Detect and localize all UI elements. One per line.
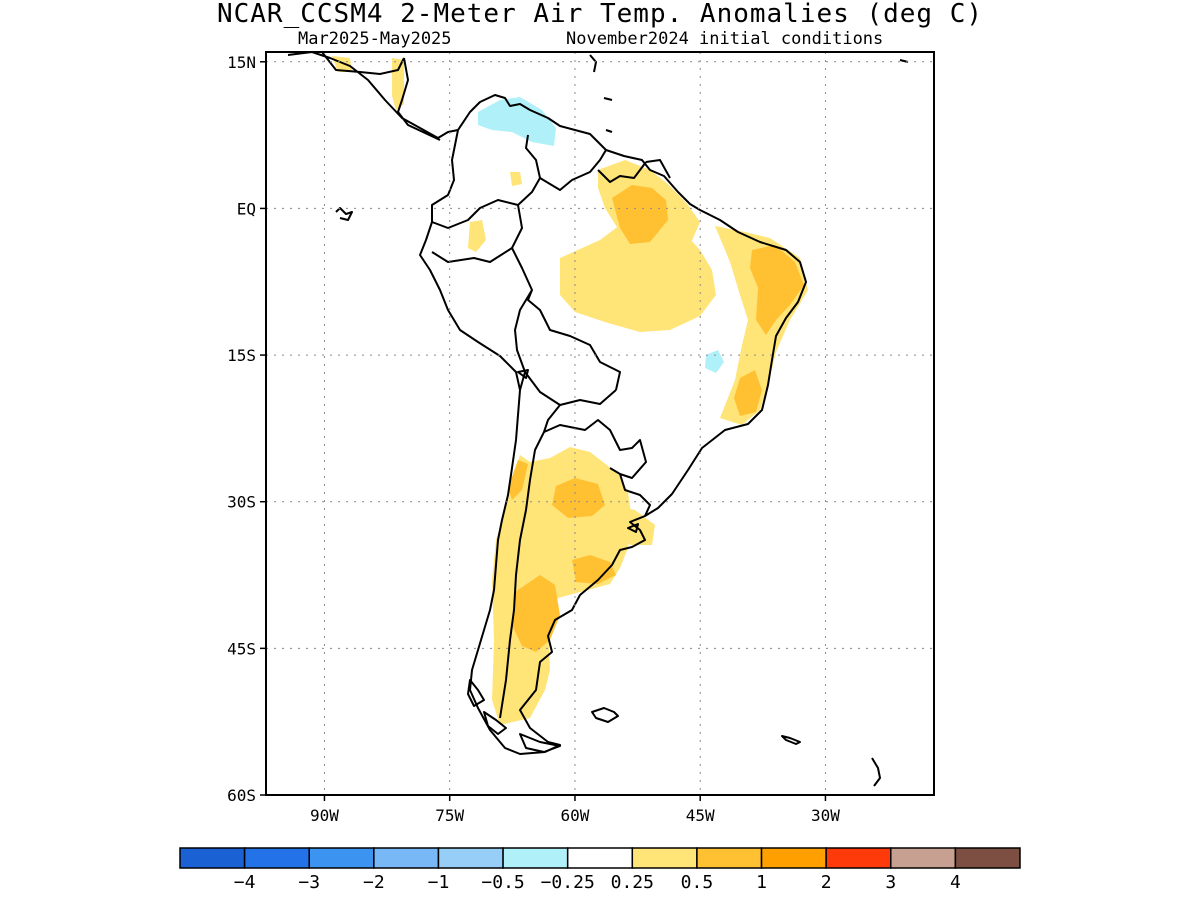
colorbar-swatch <box>631 847 698 869</box>
caribbean-islands <box>589 54 909 133</box>
anomaly-patch-amazon <box>560 222 716 332</box>
anomaly-patch-cordoba <box>552 478 605 518</box>
galapagos-islands <box>335 207 353 221</box>
anomaly-patch-andes-north <box>468 220 486 252</box>
colorbar-swatch <box>373 847 440 869</box>
colorbar: −4 −3 −2 −1 −0.5 −0.25 0.25 0.5 1 2 3 4 <box>179 847 1021 893</box>
lat-lon-grid <box>266 52 934 795</box>
anomaly-patch-andes-central <box>508 460 528 500</box>
anomaly-patch-para <box>612 185 668 244</box>
colorbar-swatch <box>308 847 375 869</box>
map-title: NCAR_CCSM4 2-Meter Air Temp. Anomalies (… <box>216 0 984 29</box>
lagoa-dos-patos <box>627 523 639 533</box>
anomaly-patch-colombia <box>510 172 522 186</box>
colorbar-swatch <box>566 847 634 869</box>
anomaly-patch-venezuela-cool <box>478 97 556 146</box>
colorbar-label: −2 <box>363 872 385 893</box>
chilean-archipelago <box>467 679 561 753</box>
colorbar-swatch <box>954 847 1021 869</box>
lon-tick-label: 75W <box>435 806 464 825</box>
colorbar-swatch <box>890 847 957 869</box>
colorbar-label: 2 <box>821 872 832 893</box>
lon-tick-label: 90W <box>310 806 339 825</box>
colorbar-label: −0.25 <box>541 872 595 893</box>
falkland-islands <box>591 707 619 723</box>
latitude-axis: 15N EQ 15S 30S 45S 60S <box>227 53 266 805</box>
lat-tick-label: 60S <box>227 786 256 805</box>
lon-tick-label: 45W <box>686 806 715 825</box>
colorbar-label: −4 <box>234 872 256 893</box>
initial-conditions: November2024 initial conditions <box>566 29 884 49</box>
colorbar-label: −1 <box>428 872 450 893</box>
map-frame <box>265 51 935 796</box>
south-georgia-island <box>781 735 801 745</box>
anomaly-patch-goias-cool <box>705 350 724 373</box>
lat-tick-label: EQ <box>237 199 256 218</box>
longitude-axis: 90W 75W 60W 45W 30W <box>310 795 840 825</box>
anomaly-patch-argentina <box>492 447 632 725</box>
lon-tick-label: 30W <box>811 806 840 825</box>
anomaly-patch-patagonia <box>512 575 560 652</box>
colorbar-swatch <box>825 847 892 869</box>
anomaly-shading <box>332 56 808 725</box>
colorbar-label: 4 <box>950 872 961 893</box>
colorbar-swatch <box>179 847 246 869</box>
colorbar-swatch <box>437 847 504 869</box>
colorbar-swatch <box>760 847 827 869</box>
lon-tick-label: 60W <box>560 806 589 825</box>
anomaly-patch-ne-coast <box>750 245 804 335</box>
coastlines <box>287 52 909 787</box>
lat-tick-label: 15S <box>227 346 256 365</box>
south-sandwich-islands <box>871 757 881 787</box>
anomaly-patch-buenos-aires <box>572 555 616 584</box>
map-plot-area <box>266 52 934 795</box>
colorbar-label: 0.5 <box>681 872 714 893</box>
forecast-period: Mar2025-May2025 <box>298 29 452 49</box>
colorbar-label: −0.5 <box>481 872 524 893</box>
lat-tick-label: 30S <box>227 493 256 512</box>
lat-tick-label: 15N <box>227 53 256 72</box>
colorbar-label: 1 <box>756 872 767 893</box>
anomaly-patch-bahia <box>734 370 762 416</box>
colorbar-swatch <box>243 847 310 869</box>
colorbar-swatch <box>696 847 763 869</box>
country-borders <box>431 134 671 719</box>
lat-tick-label: 45S <box>227 639 256 658</box>
colorbar-swatch <box>502 847 569 869</box>
lake-titicaca <box>517 369 529 379</box>
central-america-coastline <box>287 52 459 141</box>
colorbar-label: 0.25 <box>611 872 654 893</box>
colorbar-label: −3 <box>298 872 320 893</box>
south-america-coastline <box>419 94 807 755</box>
colorbar-label: 3 <box>885 872 896 893</box>
